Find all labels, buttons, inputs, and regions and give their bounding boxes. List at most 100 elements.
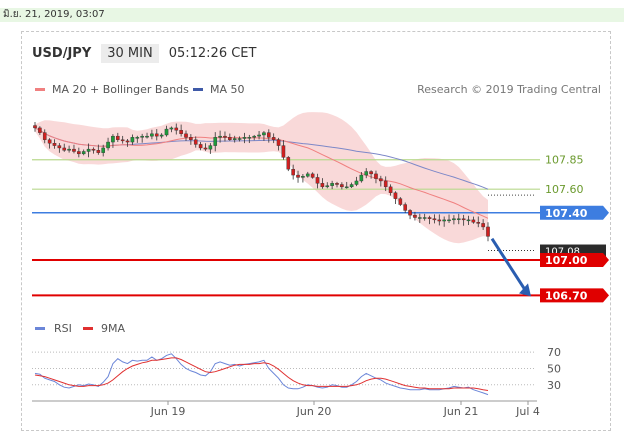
candle-body [145, 135, 149, 138]
candle-body [354, 180, 359, 185]
candle-body [232, 138, 237, 140]
rsi-tick-30: 30 [547, 379, 561, 392]
candle-body [476, 222, 481, 224]
candle-body [62, 147, 67, 151]
candle-body [320, 183, 325, 188]
level-tag-2 [540, 205, 609, 220]
candle-body [164, 128, 169, 136]
candle-body [203, 147, 208, 150]
chart-time: 05:12:26 CET [168, 45, 257, 61]
candle-body [374, 173, 378, 179]
candle-body [184, 133, 188, 138]
candle-body [159, 134, 164, 137]
level-label-0: 107.85 [545, 154, 584, 167]
legend-9ma: 9MA [101, 322, 125, 335]
candle-body [77, 151, 81, 155]
candle-body [364, 171, 369, 176]
rsi-line [34, 353, 489, 396]
candle-body [101, 147, 105, 153]
candle-body [271, 137, 276, 140]
candle-body [291, 168, 295, 176]
candle-body [315, 177, 320, 184]
candle-body [335, 183, 339, 185]
candle-body [140, 135, 144, 138]
candle-body [330, 183, 334, 186]
candle-body [359, 174, 364, 182]
candle-body [262, 132, 266, 136]
candle-body [169, 127, 174, 130]
candle-body [218, 135, 222, 138]
candle-body [67, 148, 71, 151]
candle-body [47, 139, 52, 144]
date-bar: มิ.ย. 21, 2019, 03:07 [0, 8, 624, 22]
candle-body [442, 219, 446, 222]
candle-body [228, 137, 232, 140]
legend-swatch-rsi [35, 327, 45, 330]
research-credit: Research © 2019 Trading Central [417, 83, 601, 96]
timestamp: มิ.ย. 21, 2019, 03:07 [3, 9, 105, 20]
candle-body [96, 150, 101, 153]
chart-frame [21, 31, 611, 431]
candle-body [486, 226, 490, 237]
candle-body [461, 218, 466, 221]
candle-body [296, 174, 300, 178]
candle-body [481, 223, 485, 228]
candle-body [125, 140, 130, 143]
candle-body [301, 176, 305, 178]
candle-body [456, 218, 461, 220]
ma20-line [34, 127, 489, 219]
candle-body [81, 151, 86, 155]
candle-body [208, 145, 213, 150]
legend-swatch-9ma [83, 327, 93, 330]
candle-body [154, 133, 159, 137]
bollinger-band [35, 112, 488, 244]
candle-body [447, 219, 451, 222]
candle-body [388, 186, 393, 193]
legend-swatch-ma50 [193, 88, 203, 91]
candle-body [116, 135, 120, 140]
candle-body [33, 125, 37, 129]
candle-body [452, 218, 456, 221]
forecast-arrow-line [490, 237, 528, 293]
candle-body [408, 210, 412, 216]
candle-body [398, 198, 403, 205]
candle-body [120, 139, 125, 142]
candle-body [130, 137, 135, 143]
candle-body [86, 148, 91, 152]
candle-body [72, 148, 76, 152]
candle-body [305, 173, 310, 177]
candle-body [471, 219, 476, 223]
candle-body [242, 137, 247, 139]
candle-body [379, 178, 383, 182]
currency-pair: USD/JPY [32, 45, 92, 61]
legend-rsi: RSI [54, 322, 72, 335]
rsi-tick-70: 70 [547, 346, 561, 359]
level-label-4: 107.00 [545, 254, 588, 267]
candle-body [281, 145, 286, 158]
candle-body [189, 137, 193, 140]
timeframe-badge[interactable]: 30 MIN [101, 43, 159, 63]
level-tag-4 [540, 252, 609, 267]
candle-body [286, 157, 291, 170]
x-tick-label-3: Jul 4 [515, 405, 540, 418]
candle-body [393, 192, 398, 199]
candle-body [42, 132, 47, 140]
candle-body [174, 127, 179, 131]
x-tick-label-0: Jun 19 [150, 405, 186, 418]
candle-body [213, 137, 218, 146]
candle-body [111, 135, 115, 143]
level-label-5: 106.70 [545, 289, 588, 302]
legend-swatch-bollinger [35, 88, 45, 91]
candle-body [150, 133, 154, 137]
candle-body [427, 217, 432, 219]
candle-body [310, 173, 315, 178]
candle-body [369, 171, 373, 175]
candle-body [237, 138, 242, 140]
candle-body [276, 139, 281, 146]
candle-body [325, 185, 330, 188]
candle-body [91, 148, 96, 151]
candle-body [403, 204, 407, 211]
candle-body [418, 217, 422, 219]
candle-body [437, 219, 442, 222]
